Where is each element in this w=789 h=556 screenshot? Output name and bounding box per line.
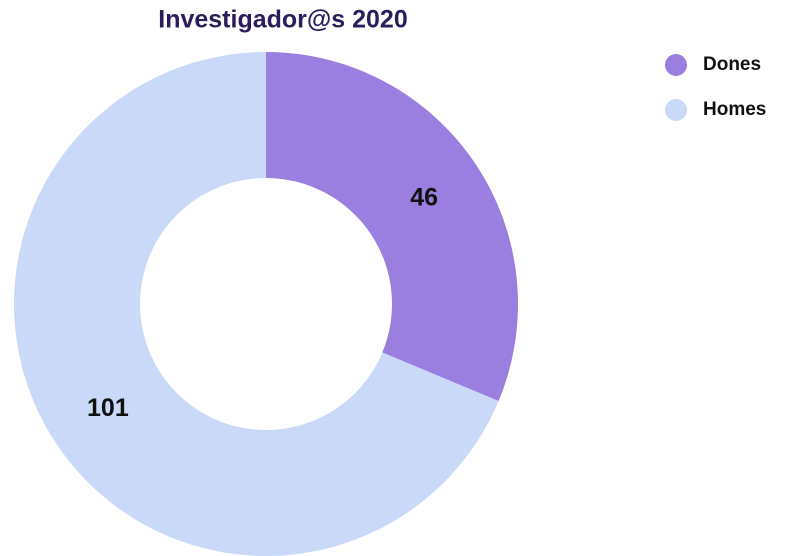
value-label: 46 bbox=[410, 183, 438, 211]
legend-label: Dones bbox=[703, 54, 761, 75]
chart-title: Investigador@s 2020 bbox=[158, 6, 408, 34]
value-label: 101 bbox=[87, 394, 129, 422]
legend-swatch bbox=[665, 99, 687, 121]
donut-slice bbox=[14, 52, 499, 556]
legend-label: Homes bbox=[703, 99, 766, 120]
legend-swatch bbox=[665, 54, 687, 76]
donut-slice bbox=[266, 52, 518, 402]
